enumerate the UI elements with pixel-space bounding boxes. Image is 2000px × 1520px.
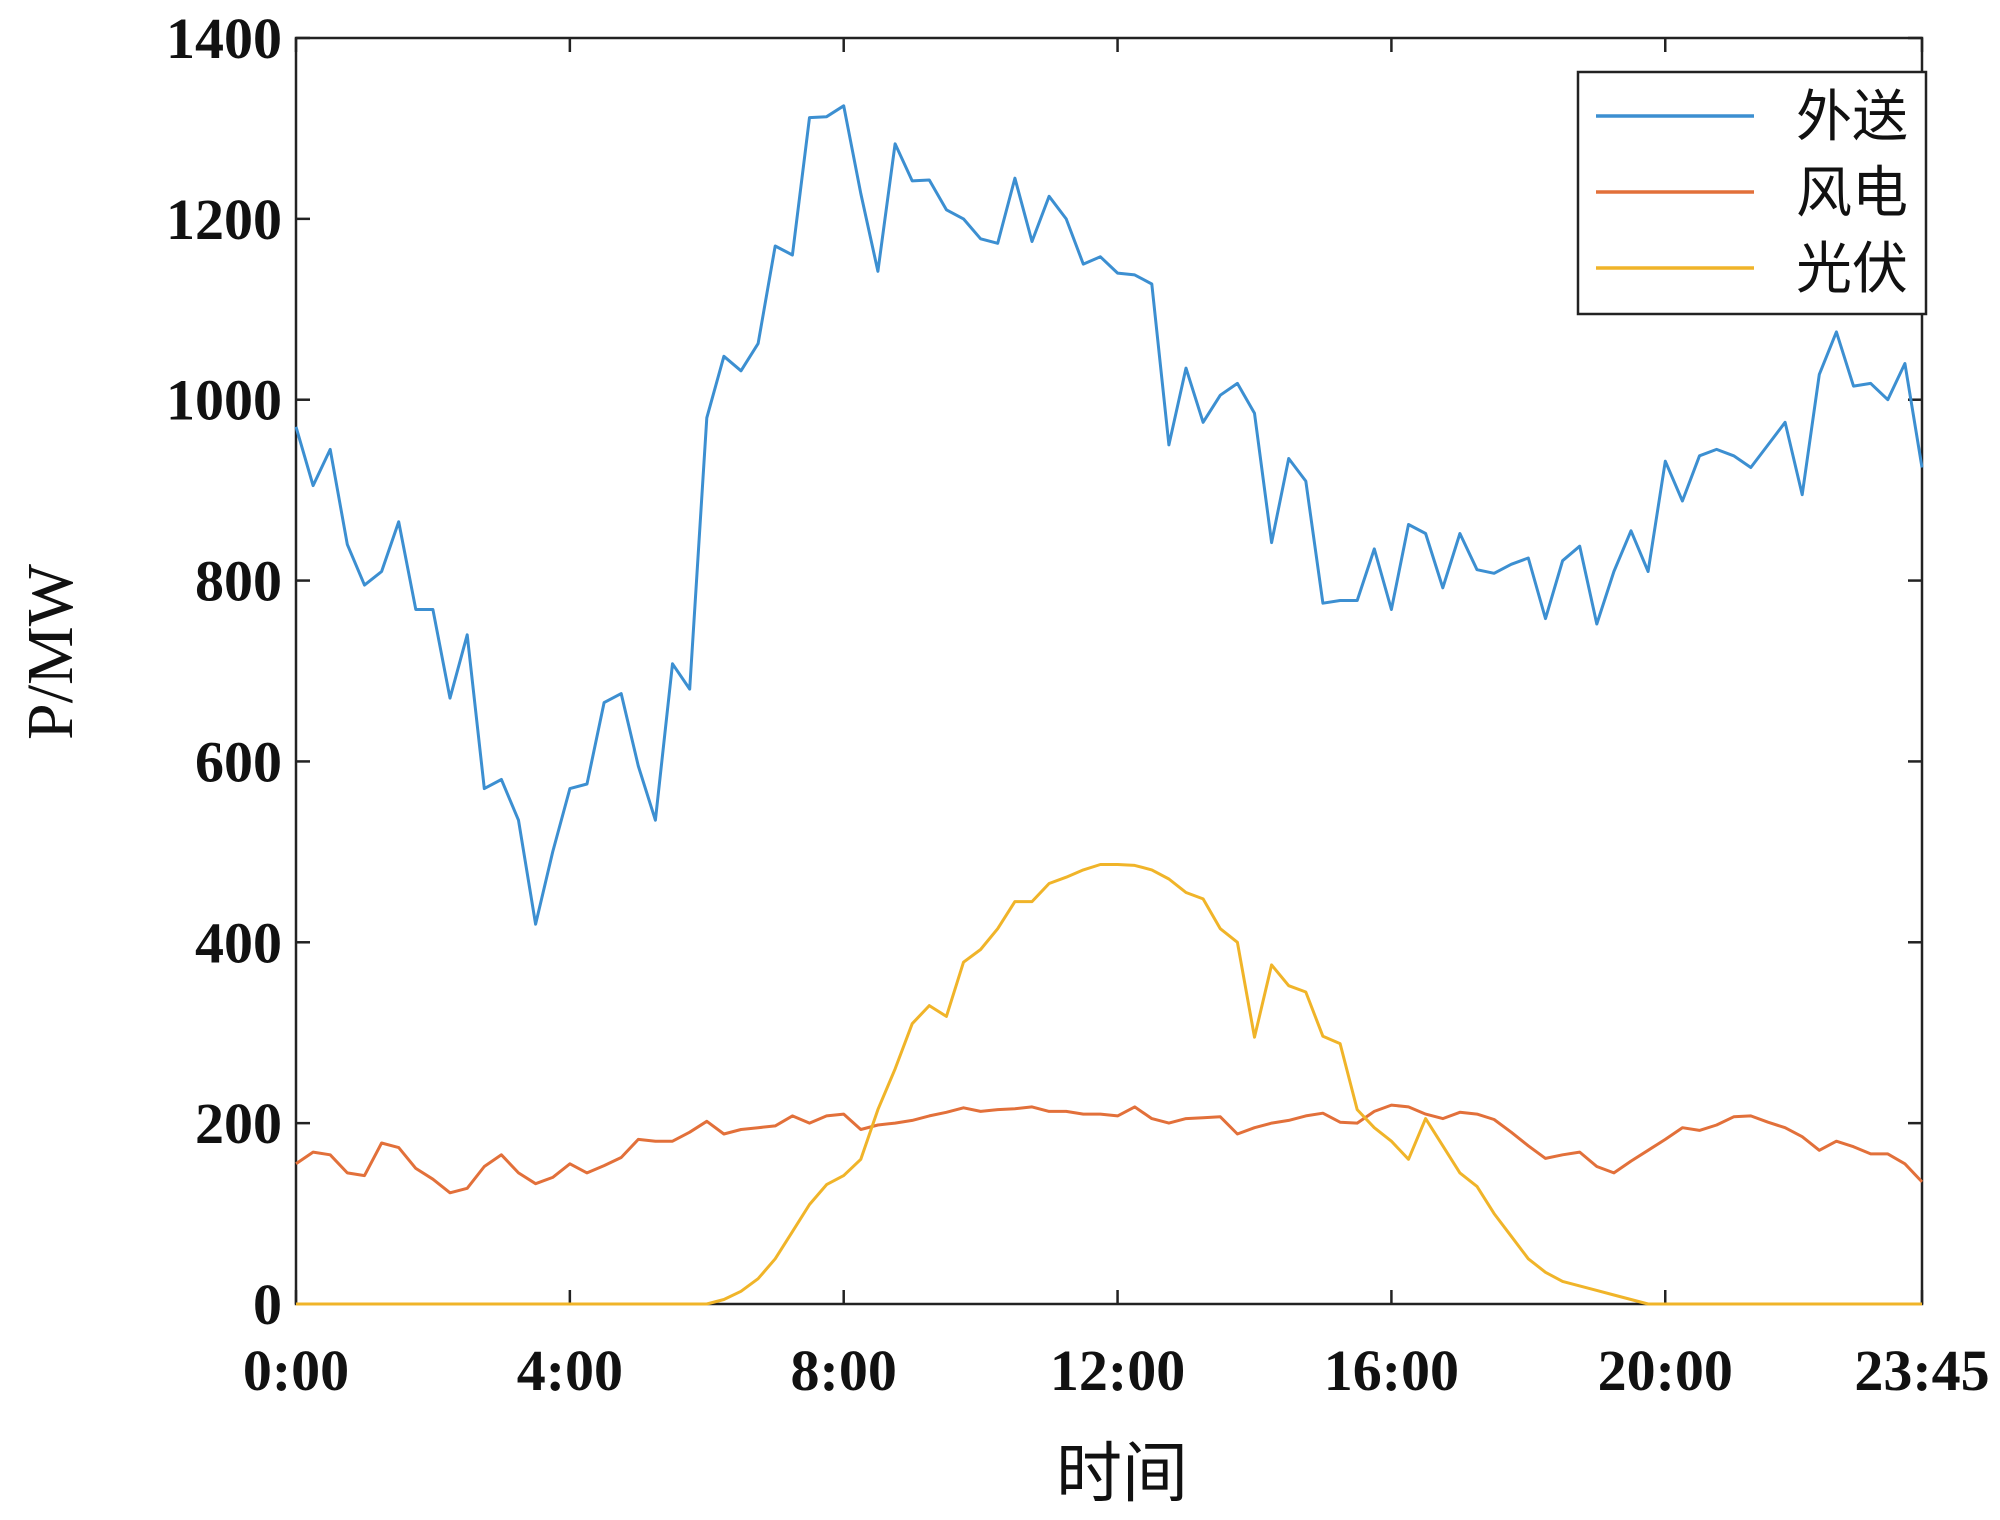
y-tick-label: 600	[195, 729, 282, 794]
x-tick-label: 20:00	[1598, 1338, 1733, 1403]
x-tick-label: 8:00	[791, 1338, 897, 1403]
y-tick-label: 1200	[166, 187, 282, 252]
axes: 0 200 400 600 800 1000 1200 1400 0:00 4:00 8:00 12:…	[166, 6, 1990, 1403]
y-tick-label: 1000	[166, 368, 282, 433]
legend-label: 风电	[1796, 163, 1908, 225]
x-tick-label: 23:45	[1854, 1338, 1989, 1403]
legend-label: 外送	[1796, 87, 1908, 149]
series-line-0	[294, 104, 1924, 926]
series-line-1	[295, 1103, 1924, 1195]
x-axis-title: 时间	[1056, 1438, 1188, 1511]
y-tick-label: 200	[195, 1091, 282, 1156]
x-tick-label: 0:00	[243, 1338, 349, 1403]
x-tick-label: 16:00	[1324, 1338, 1459, 1403]
plot-frame	[294, 36, 1924, 1306]
legend-label: 光伏	[1796, 239, 1908, 301]
y-axis-title: P/MW	[14, 563, 87, 740]
y-tick-label: 800	[195, 549, 282, 614]
x-tick-label: 4:00	[517, 1338, 623, 1403]
x-tick-label: 12:00	[1050, 1338, 1185, 1403]
y-tick-label: 0	[253, 1272, 282, 1337]
y-tick-label: 400	[195, 910, 282, 975]
series-lines	[294, 104, 1924, 1306]
series-line-2	[296, 863, 1922, 1306]
y-tick-label: 1400	[166, 6, 282, 71]
